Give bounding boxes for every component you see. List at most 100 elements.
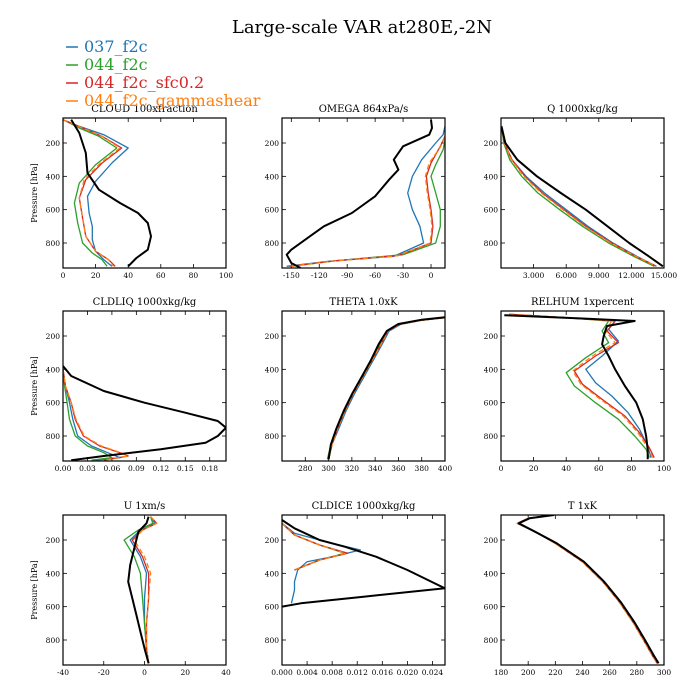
panel-title: CLDLIQ 1000xkg/kg [93,297,197,308]
y-tick-label: 400 [46,172,61,181]
y-tick-label: 200 [46,536,61,545]
series-line-037_f2c [516,515,658,664]
series-line-037_f2c [509,313,652,458]
x-tick-label: 320 [345,464,360,473]
series-line-044_f2c_sfc0.2 [516,515,658,664]
x-tick-label: 0.024 [422,668,444,677]
x-tick-label: 400 [438,464,453,473]
panel-title: OMEGA 864xPa/s [319,104,409,115]
x-tick-label: 3.000 [523,271,545,280]
series-group [63,365,226,461]
y-tick-label: 600 [484,206,499,215]
panel-2: OMEGA 864xPa/s 200 400 600 800 -150 -120 -90 -60… [265,104,446,280]
x-tick-label: 0.012 [346,668,368,677]
series-line-044_f2c_gammashear [501,126,657,267]
panel-title: U 1xm/s [124,501,166,512]
x-tick-label: 100 [219,271,234,280]
x-tick-label: 0.03 [79,464,96,473]
x-tick-label: -150 [283,271,300,280]
series-line-reference [517,515,660,664]
series-line-044_f2c_gammashear [327,317,445,460]
y-axis-label: Pressure [hPa] [30,356,39,416]
panel-title: CLOUD 100xfraction [91,104,198,115]
x-tick-label: -60 [369,271,381,280]
y-tick-label: 800 [484,239,499,248]
x-tick-label: 280 [298,464,313,473]
series-line-044_f2c_sfc0.2 [327,317,445,460]
x-tick-label: 12.000 [618,271,644,280]
x-tick-label: 9.000 [588,271,610,280]
x-tick-label: 20 [180,668,190,677]
x-tick-label: 20 [91,271,101,280]
series-line-044_f2c [516,515,658,664]
x-tick-label: 80 [189,271,199,280]
legend: 037_f2c044_f2c044_f2c_sfc0.2044_f2c_gamm… [66,37,261,110]
series-group [282,519,445,608]
series-line-reference [282,519,445,608]
y-tick-label: 400 [46,365,61,374]
series-line-037_f2c [327,317,445,460]
x-tick-label: 260 [603,668,618,677]
x-tick-label: 0.15 [177,464,194,473]
x-tick-label: 60 [156,271,166,280]
x-tick-label: 200 [521,668,536,677]
y-tick-label: 800 [484,636,499,645]
x-tick-label: 0.000 [271,668,293,677]
series-group [63,119,152,268]
panel-title: T 1xK [568,501,598,512]
x-tick-label: 0.00 [55,464,72,473]
plot-frame [500,310,665,462]
x-tick-label: 100 [657,464,672,473]
y-tick-label: 400 [265,365,280,374]
y-tick-label: 400 [46,569,61,578]
x-tick-label: 40 [561,464,571,473]
x-tick-label: 0.016 [372,668,394,677]
x-tick-label: 0.008 [321,668,343,677]
panel-7: U 1xm/s Pressure [hPa] 200 400 600 800 -40 -20 0… [30,501,231,677]
y-tick-label: 400 [265,172,280,181]
x-tick-label: 300 [321,464,336,473]
series-line-reference [327,316,445,460]
series-line-044_f2c_gammashear [516,515,658,664]
x-tick-label: 0.004 [296,668,318,677]
x-tick-label: 220 [548,668,563,677]
series-line-044_f2c_sfc0.2 [509,313,655,458]
x-tick-label: -20 [98,668,110,677]
x-tick-label: 15.000 [651,271,677,280]
series-line-037_f2c [63,369,121,461]
series-line-044_f2c [326,317,445,460]
series-group [285,119,445,268]
series-group [501,126,664,268]
series-line-reference [63,365,226,461]
y-tick-label: 200 [265,332,280,341]
x-tick-label: 0.18 [201,464,218,473]
panel-9: T 1xK 200 400 600 800 180 200 220 240 260 280 300 [484,501,672,677]
y-tick-label: 600 [265,206,280,215]
y-tick-label: 200 [265,536,280,545]
series-line-044_f2c_gammashear [133,516,158,664]
x-tick-label: 0 [142,668,147,677]
y-tick-label: 800 [46,636,61,645]
x-tick-label: 0 [61,271,66,280]
panel-5: THETA 1.0xK 200 400 600 800 280 300 320 340 360 38… [265,297,453,473]
legend-label: 044_f2c_gammashear [84,91,261,110]
series-line-044_f2c_sfc0.2 [282,522,349,571]
plot-frame [62,117,227,269]
series-line-037_f2c [286,126,445,267]
series-group [504,313,655,460]
y-tick-label: 600 [265,603,280,612]
y-tick-label: 800 [265,432,280,441]
panel-title: THETA 1.0xK [329,297,398,308]
x-tick-label: 360 [391,464,406,473]
y-tick-label: 800 [265,636,280,645]
series-line-reference [127,516,150,664]
series-line-044_f2c_sfc0.2 [63,119,123,267]
series-line-044_f2c_sfc0.2 [63,369,129,461]
series-line-044_f2c [501,126,655,267]
series-group [516,515,660,664]
y-tick-label: 200 [46,139,61,148]
y-tick-label: 800 [265,239,280,248]
